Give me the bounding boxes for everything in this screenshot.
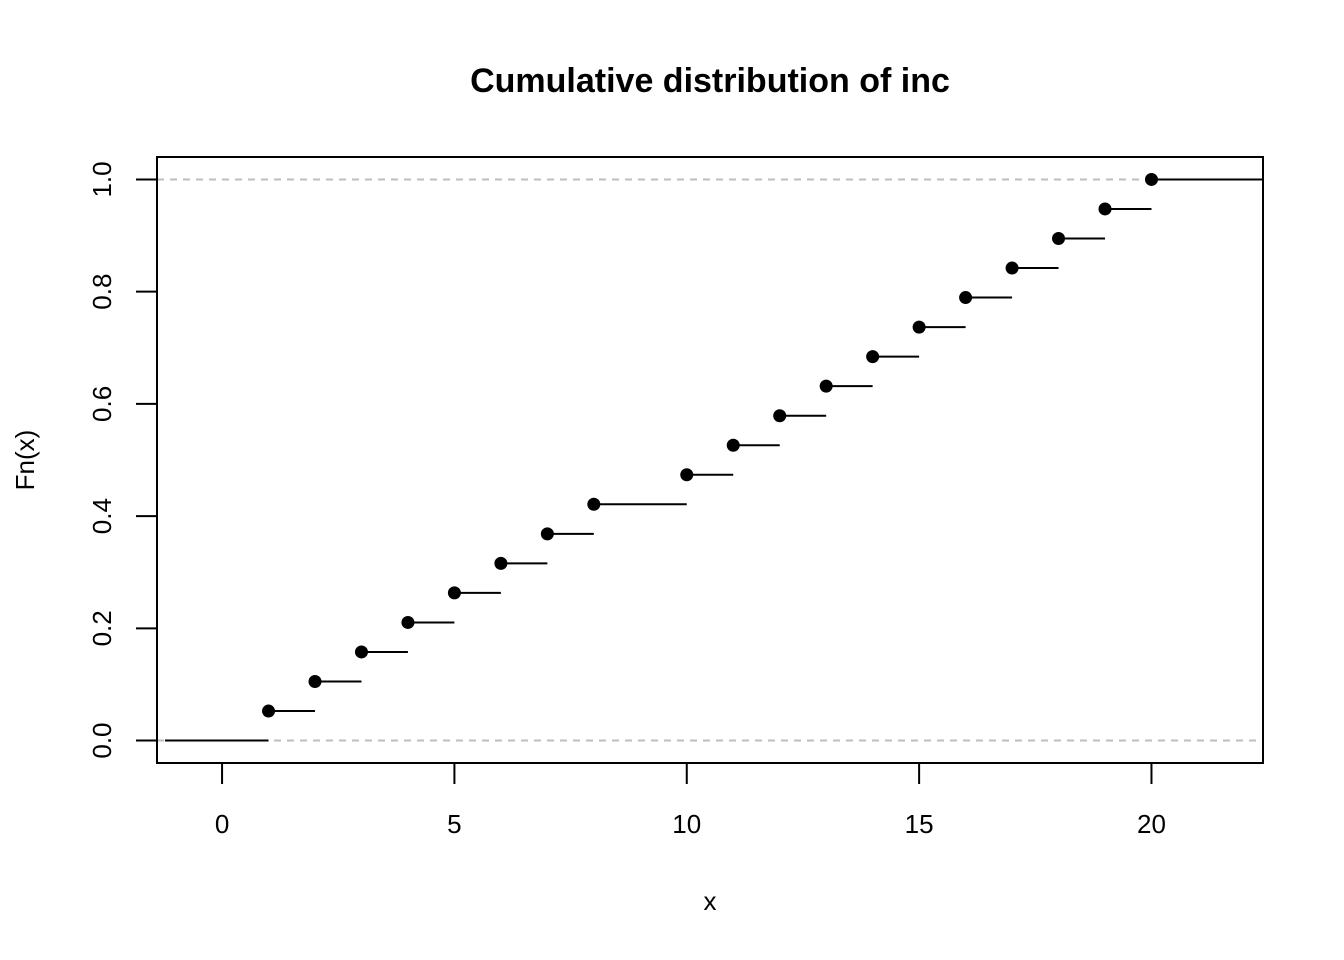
step-point-14 <box>959 291 973 305</box>
step-point-4 <box>447 586 461 600</box>
step-point-9 <box>726 438 740 452</box>
y-tick-label-2: 0.4 <box>87 498 117 534</box>
y-tick-label-4: 0.8 <box>87 274 117 310</box>
step-point-1 <box>308 674 322 688</box>
y-tick-label-1: 0.2 <box>87 610 117 646</box>
step-point-3 <box>401 615 415 629</box>
step-point-13 <box>912 320 926 334</box>
step-point-5 <box>494 556 508 570</box>
x-tick-label-0: 0 <box>215 809 229 839</box>
y-axis: 0.0 0.2 0.4 0.6 0.8 1.0 <box>87 161 158 759</box>
x-tick-label-4: 20 <box>1137 809 1166 839</box>
y-tick-label-5: 1.0 <box>87 161 117 197</box>
x-tick-label-1: 5 <box>447 809 461 839</box>
x-axis-label: x <box>704 886 717 916</box>
x-tick-label-2: 10 <box>672 809 701 839</box>
step-point-2 <box>354 645 368 659</box>
reference-lines <box>157 178 1263 742</box>
step-point-17 <box>1098 202 1112 216</box>
plot-frame <box>156 156 1264 764</box>
step-point-15 <box>1005 261 1019 275</box>
x-tick-label-3: 15 <box>905 809 934 839</box>
x-axis: 0 5 10 15 20 <box>215 762 1166 839</box>
step-point-8 <box>680 468 694 482</box>
step-point-6 <box>540 527 554 541</box>
step-point-16 <box>1052 232 1066 246</box>
step-point-12 <box>866 350 880 364</box>
step-points <box>262 172 1158 718</box>
y-tick-label-3: 0.6 <box>87 386 117 422</box>
step-point-18 <box>1144 172 1158 186</box>
chart-title: Cumulative distribution of inc <box>470 62 950 100</box>
step-point-7 <box>587 497 601 511</box>
step-point-11 <box>819 379 833 393</box>
step-point-0 <box>262 704 276 718</box>
y-tick-label-0: 0.0 <box>87 722 117 758</box>
step-point-10 <box>773 409 787 423</box>
step-segments <box>165 178 1263 742</box>
y-axis-label: Fn(x) <box>10 430 40 491</box>
